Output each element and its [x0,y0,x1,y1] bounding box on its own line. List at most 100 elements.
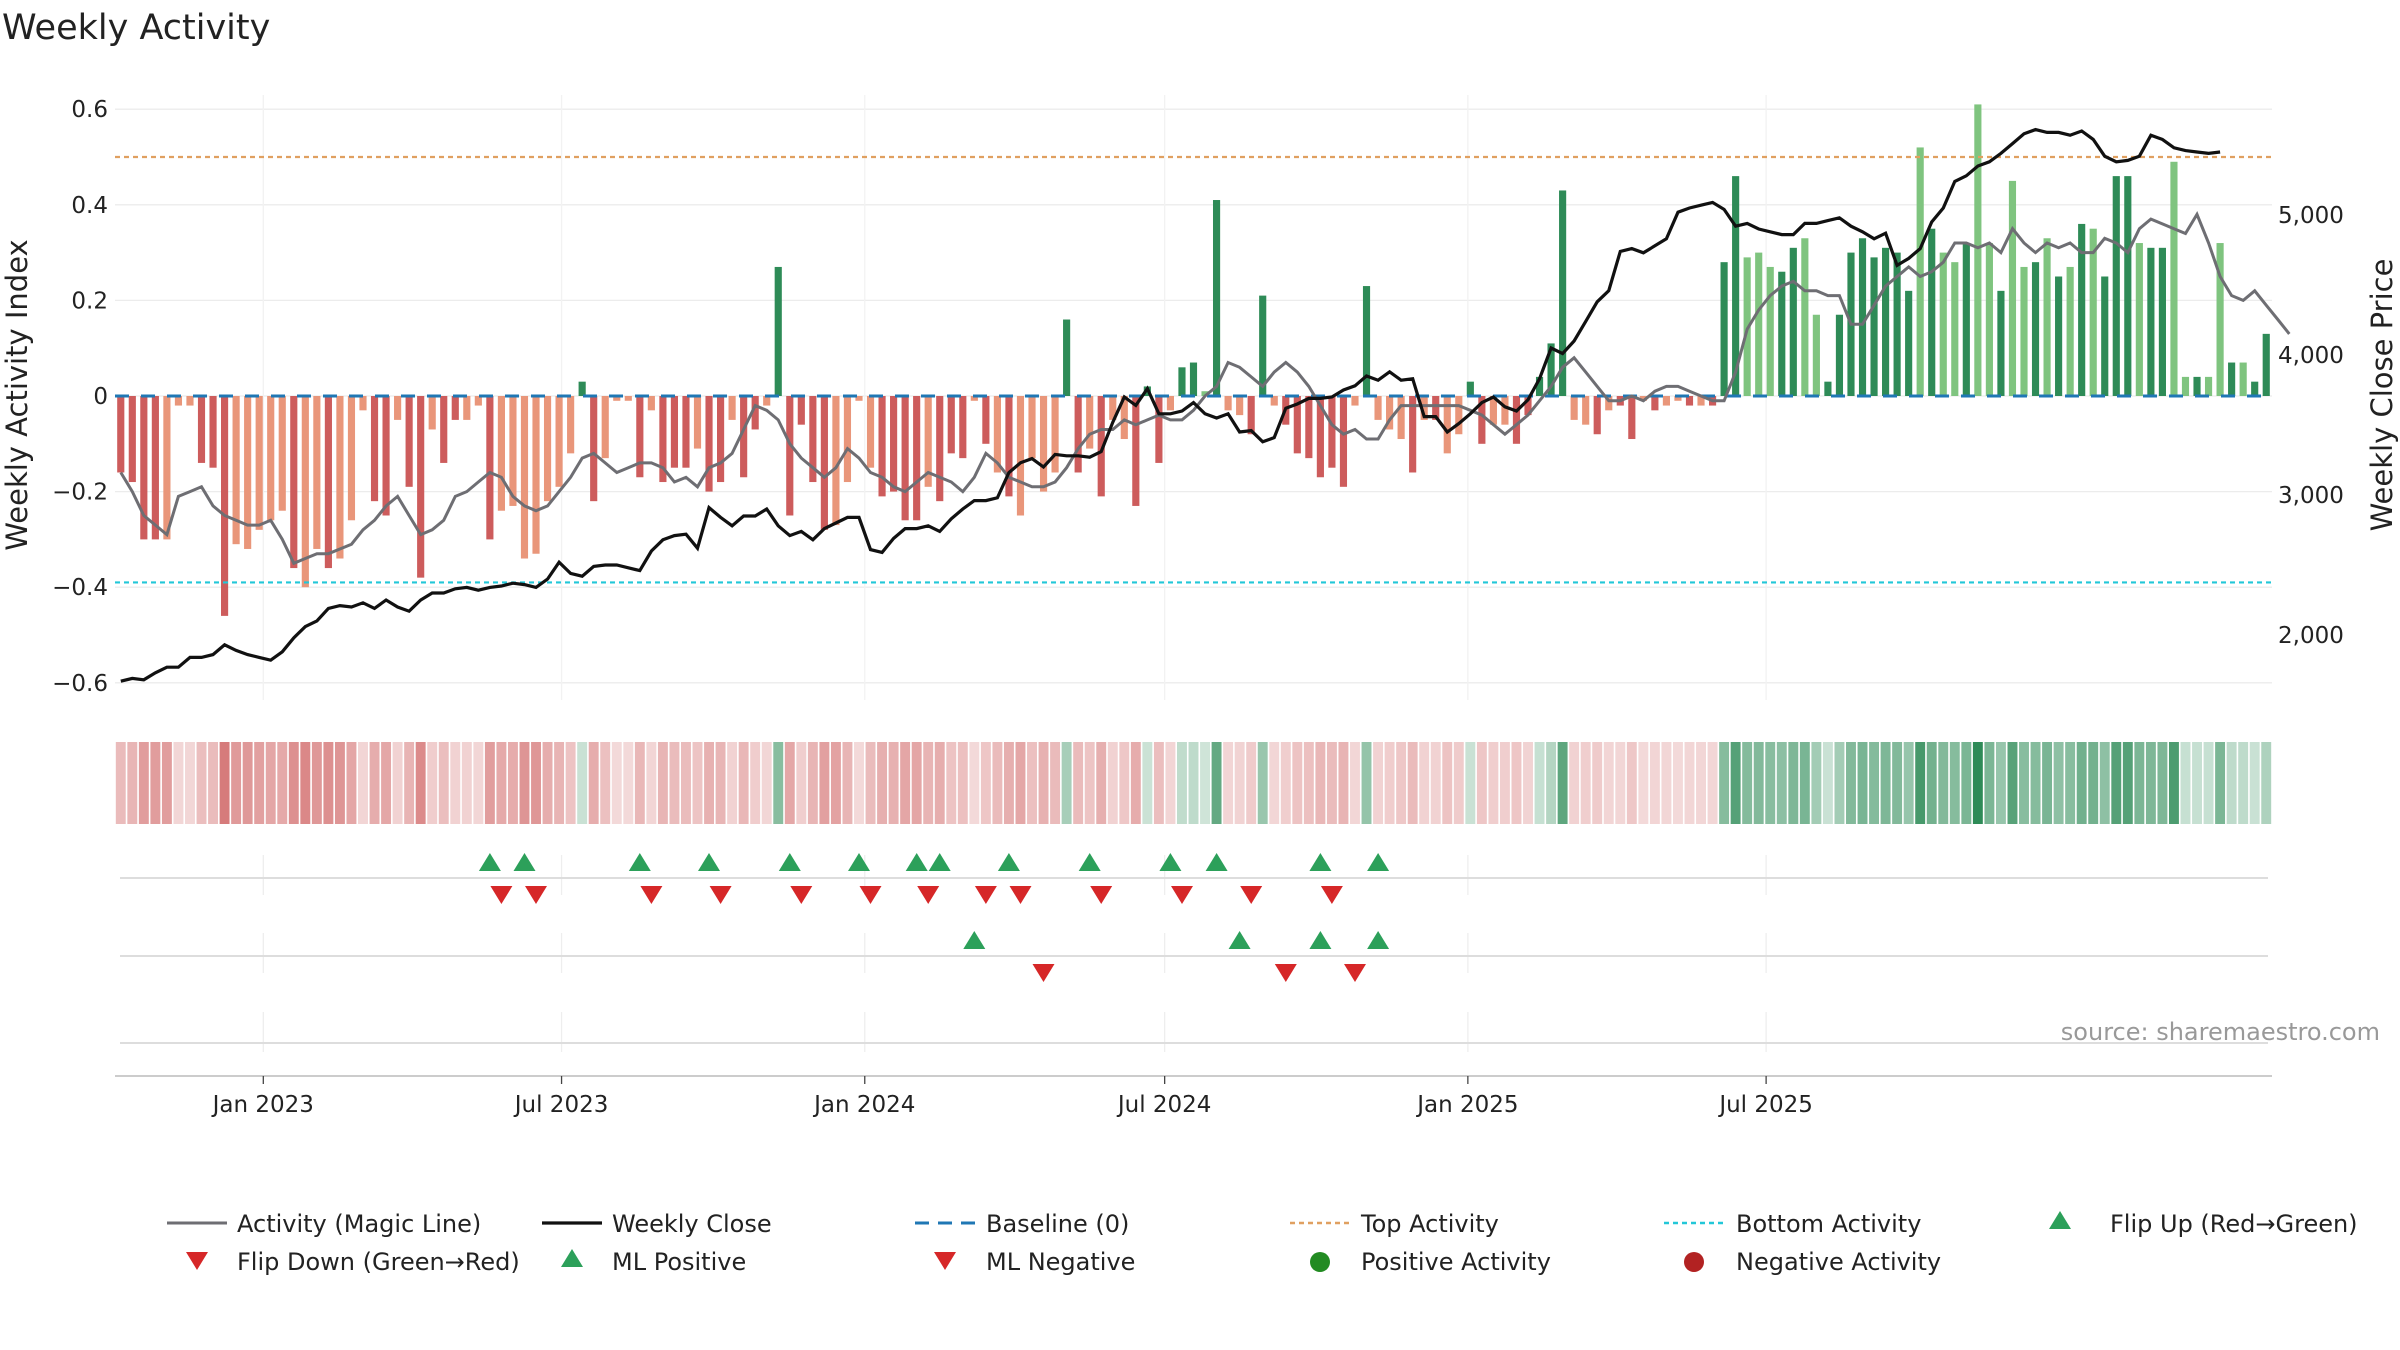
activity-bar [1063,319,1071,396]
marker-up [905,853,928,871]
activity-bar [1951,262,1959,396]
activity-bar [1005,396,1013,497]
activity-bar [1305,396,1313,459]
activity-bar [2055,276,2063,396]
activity-bar [1166,396,1174,411]
heatmap-cell [1165,742,1176,824]
heatmap-cell [1465,742,1476,824]
y-left-tick-label: −0.4 [52,575,108,601]
heatmap-cell [865,742,876,824]
activity-bar [1835,314,1844,396]
heatmap-cell [946,742,957,824]
heatmap-cell [461,742,472,824]
marker-up [478,853,501,871]
legend-weekly-close: Weekly Close [612,1210,772,1238]
activity-bar [163,396,171,540]
marker-down [490,886,513,904]
activity-bar [2239,362,2247,396]
activity-bar [901,396,909,521]
heatmap-cell [1811,742,1822,824]
activity-bar [890,396,898,492]
heatmap-cell [784,742,795,824]
heatmap-cell [1015,742,1026,824]
activity-bar [936,396,944,502]
activity-bar [1939,252,1947,396]
heatmap-cell [369,742,380,824]
activity-bar [232,396,240,545]
activity-bar [567,396,575,454]
x-tick-label: Jan 2025 [1415,1092,1518,1118]
activity-bar [394,396,402,420]
heatmap-cell [231,742,242,824]
activity-bar [140,396,148,540]
heatmap-cell [1557,742,1568,824]
chart-title: Weekly Activity [2,8,270,48]
activity-bar [1789,247,1797,396]
heatmap-cell [1084,742,1095,824]
activity-bar [117,396,125,473]
activity-bar [1293,396,1301,454]
heatmap-cell [1350,742,1360,824]
activity-bar [924,396,932,487]
heatmap-cell [1926,742,1937,824]
marker-up [1078,853,1101,871]
heatmap-cell [1119,742,1130,824]
activity-bar [1212,200,1221,396]
marker-up [1159,853,1182,871]
heatmap-cell [300,742,311,824]
heatmap-cell [1949,742,1960,824]
heatmap-cell [381,742,392,824]
activity-bar [1409,396,1417,473]
activity-bars [117,104,2270,616]
activity-bar [347,396,356,521]
activity-bar [486,396,494,540]
activity-bar [1651,396,1659,411]
legend-flip-up: Flip Up (Red→Green) [2110,1210,2358,1238]
heatmap-cell [1038,742,1049,824]
activity-bar [382,396,390,516]
activity-bar [151,396,159,540]
activity-bar [970,396,978,401]
signal-panels [115,855,2272,1077]
activity-bar [1524,396,1532,416]
y-right-tick-label: 4,000 [2278,343,2344,369]
activity-bar [1443,396,1451,454]
heatmap-cell [1073,742,1084,824]
activity-bar [659,396,667,483]
heatmap-cell [2238,742,2249,824]
heatmap-cell [1972,742,1983,824]
heatmap-cell [554,742,565,824]
heatmap-cell [2203,742,2214,824]
heatmap-cell [1269,742,1280,824]
activity-bar [1870,257,1878,396]
heatmap-cell [173,742,184,824]
activity-bar [1570,396,1578,420]
activity-bar [1605,396,1613,411]
activity-bar [428,396,436,430]
marker-down [1320,886,1343,904]
heatmap-cell [1523,742,1533,824]
activity-bar [1720,262,1728,396]
activity-bar [1858,238,1867,396]
heatmap-cell [1592,742,1603,824]
marker-up [1367,931,1390,949]
activity-bar [1455,396,1463,435]
legend-negative-activity: Negative Activity [1736,1248,1941,1276]
activity-bar [878,396,886,497]
activity-bar [174,396,183,406]
marker-down [790,886,813,904]
activity-bar [1420,396,1428,420]
marker-down [1171,886,1193,904]
magic-line-series [119,211,2291,566]
heatmap-cell [854,742,864,824]
activity-bar [1582,396,1590,425]
heatmap-cell [450,742,461,824]
heatmap-cell [392,742,403,824]
activity-bar [463,396,471,420]
heatmap-cell [1580,742,1591,824]
heatmap-cell [254,742,265,824]
heatmap-cell [1407,742,1418,824]
activity-bar [209,396,217,468]
heatmap-cell [1476,742,1487,824]
activity-bar [2262,333,2270,396]
